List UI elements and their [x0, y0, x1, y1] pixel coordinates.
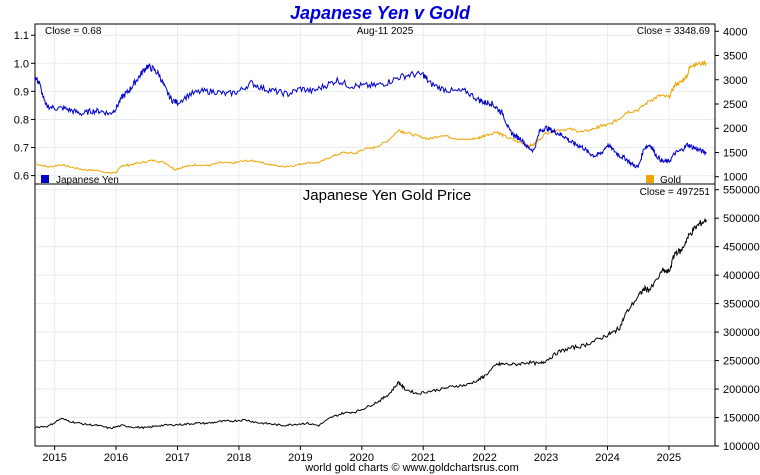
bottom-close-label: Close = 497251 [640, 187, 711, 198]
top-panel-grid [35, 24, 715, 184]
tick-label-left: 0.6 [14, 171, 29, 183]
tick-label-left: 0.7 [14, 143, 29, 155]
tick-label-right: 150000 [723, 413, 760, 425]
tick-label-left: 1.0 [14, 58, 29, 70]
tick-label-right: 350000 [723, 299, 760, 311]
top-panel-series [34, 59, 707, 175]
tick-label-x: 2025 [657, 452, 681, 464]
tick-label-left: 0.9 [14, 86, 29, 98]
tick-label-left: 0.8 [14, 114, 29, 126]
tick-label-x: 2022 [472, 452, 496, 464]
top-left-axis-ticks: 0.6 0.7 0.8 0.9 1.0 1.1 [14, 30, 35, 183]
tick-label-x: 2017 [165, 452, 189, 464]
date-label: Aug-11 2025 [357, 26, 414, 37]
yen-series-line [34, 62, 707, 169]
legend-yen-swatch [41, 175, 49, 183]
bottom-panel-frame [34, 183, 716, 447]
tick-label-x: 2016 [104, 452, 128, 464]
tick-label-x: 2020 [350, 452, 374, 464]
tick-label-right: 100000 [723, 441, 760, 453]
tick-label-right: 500000 [723, 213, 760, 225]
tick-label-right: 4000 [723, 26, 747, 38]
tick-label-right: 300000 [723, 327, 760, 339]
tick-label-left: 1.1 [14, 30, 29, 42]
tick-label-right: 400000 [723, 270, 760, 282]
tick-label-x: 2019 [288, 452, 312, 464]
tick-label-right: 450000 [723, 242, 760, 254]
tick-label-x: 2024 [595, 452, 619, 464]
tick-label-right: 250000 [723, 356, 760, 368]
tick-label-right: 200000 [723, 384, 760, 396]
legend-yen-label: Japanese Yen [56, 175, 119, 186]
top-right-axis-ticks: 1000 1500 2000 2500 3000 3500 4000 [715, 26, 747, 184]
tick-label-x: 2023 [534, 452, 558, 464]
bottom-panel-series [34, 218, 707, 430]
tick-label-x: 2021 [411, 452, 435, 464]
chart-title: Japanese Yen v Gold [290, 3, 471, 23]
bottom-panel-title: Japanese Yen Gold Price [303, 187, 471, 204]
tick-label-right: 1000 [723, 172, 747, 184]
tick-label-right: 3500 [723, 51, 747, 63]
tick-label-x: 2015 [42, 452, 66, 464]
tick-label-right: 2000 [723, 123, 747, 135]
top-panel-frame [34, 23, 716, 185]
close-left-label: Close = 0.68 [45, 26, 102, 37]
close-right-label: Close = 3348.69 [637, 26, 711, 37]
x-axis-ticks: 2015 2016 2017 2018 2019 2020 2021 2022 2023 2024… [42, 446, 681, 464]
tick-label-right: 1500 [723, 147, 747, 159]
legend-gold-label: Gold [660, 175, 681, 186]
yen-gold-price-line [34, 218, 707, 430]
gold-series-line [34, 59, 707, 175]
bottom-panel-grid [35, 184, 715, 447]
tick-label-right: 3000 [723, 75, 747, 87]
footer-credit: world gold charts © www.goldchartsrus.co… [304, 462, 519, 474]
tick-label-right: 550000 [723, 185, 760, 197]
tick-label-x: 2018 [227, 452, 251, 464]
bottom-right-axis-ticks: 100000 150000 200000 250000 300000 350000 4000… [715, 185, 760, 453]
tick-label-right: 2500 [723, 99, 747, 111]
legend-gold-swatch [646, 175, 654, 183]
